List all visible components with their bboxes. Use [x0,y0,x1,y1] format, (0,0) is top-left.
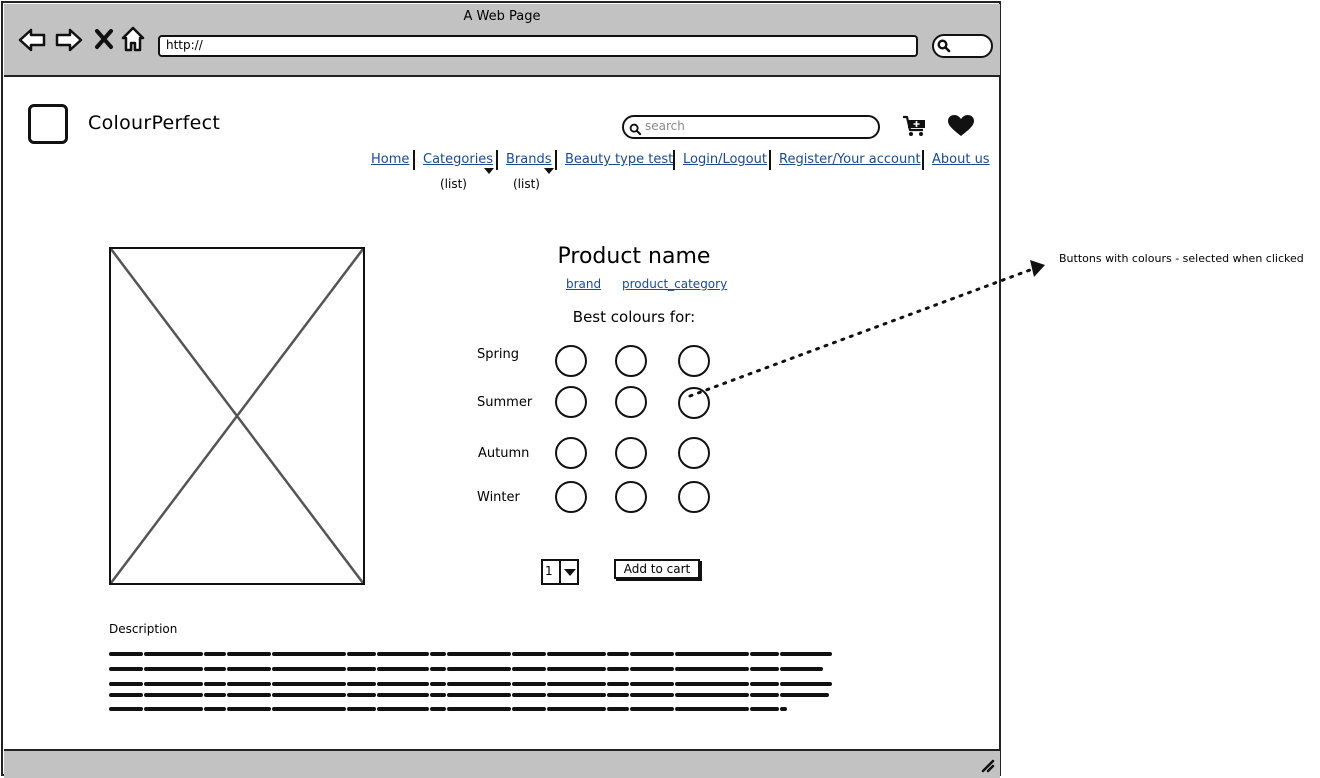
description-scribble-text [109,648,839,714]
address-text: http:// [166,38,203,52]
nav-home-link[interactable]: Home [371,152,410,167]
close-x-icon[interactable] [94,28,114,50]
nav-login-link[interactable]: Login/Logout [683,152,767,167]
brands-sub-label: (list) [513,177,540,191]
season-label-autumn: Autumn [478,446,530,461]
product-name: Product name [557,244,711,269]
status-bar [4,749,1000,778]
magnifier-icon [937,38,951,57]
cart-icon[interactable] [902,114,928,142]
colour-swatch-button[interactable] [555,481,587,513]
colour-swatch-button[interactable] [678,437,710,469]
site-name: ColourPerfect [88,112,221,134]
brands-dropdown-icon[interactable] [544,160,554,179]
nav-divider [769,150,771,170]
quantity-select[interactable]: 1 [541,559,579,585]
address-bar[interactable]: http:// [158,35,918,57]
season-label-summer: Summer [477,395,533,410]
best-colours-label: Best colours for: [572,308,696,326]
home-icon[interactable] [120,25,146,53]
quantity-value: 1 [545,564,553,578]
product-image-placeholder [109,247,365,585]
forward-arrow-icon[interactable] [54,26,84,54]
categories-dropdown-icon[interactable] [484,160,494,179]
colour-swatch-button[interactable] [555,437,587,469]
site-logo[interactable] [28,104,68,144]
category-link[interactable]: product_category [622,277,728,291]
annotation-note: Buttons with colours - selected when cli… [1059,252,1304,265]
heart-icon[interactable] [947,114,975,142]
colour-swatch-button[interactable] [615,345,647,377]
colour-swatch-button[interactable] [678,387,710,419]
description-label: Description [109,622,178,636]
search-icon [629,121,642,140]
add-to-cart-button[interactable]: Add to cart [614,559,700,579]
browser-toolbar: A Web Page http:// [4,4,1000,77]
colour-swatch-button[interactable] [615,386,647,418]
browser-search-field[interactable] [932,34,993,58]
nav-register-link[interactable]: Register/Your account [779,152,921,167]
nav-divider [922,150,924,170]
colour-swatch-button[interactable] [678,345,710,377]
browser-window: A Web Page http:// [1,1,1001,778]
nav-divider [555,150,557,170]
site-search-input[interactable]: search [622,115,880,139]
search-placeholder: search [645,119,685,133]
season-label-winter: Winter [477,490,520,505]
window-title: A Web Page [463,9,541,24]
nav-divider [413,150,415,170]
colour-swatch-button[interactable] [615,481,647,513]
nav-about-link[interactable]: About us [932,152,990,167]
colour-swatch-button[interactable] [555,386,587,418]
brand-link[interactable]: brand [566,277,602,291]
nav-beauty-test-link[interactable]: Beauty type test [565,152,674,167]
resize-grip-icon[interactable] [979,757,995,777]
colour-swatch-button[interactable] [615,437,647,469]
colour-swatch-button[interactable] [555,345,587,377]
categories-sub-label: (list) [440,177,467,191]
nav-brands-link[interactable]: Brands [506,152,552,167]
chevron-down-icon[interactable] [559,561,579,583]
season-label-spring: Spring [477,347,519,362]
colour-swatch-button[interactable] [678,481,710,513]
back-arrow-icon[interactable] [17,26,47,54]
nav-divider [496,150,498,170]
nav-divider [673,150,675,170]
nav-categories-link[interactable]: Categories [423,152,494,167]
